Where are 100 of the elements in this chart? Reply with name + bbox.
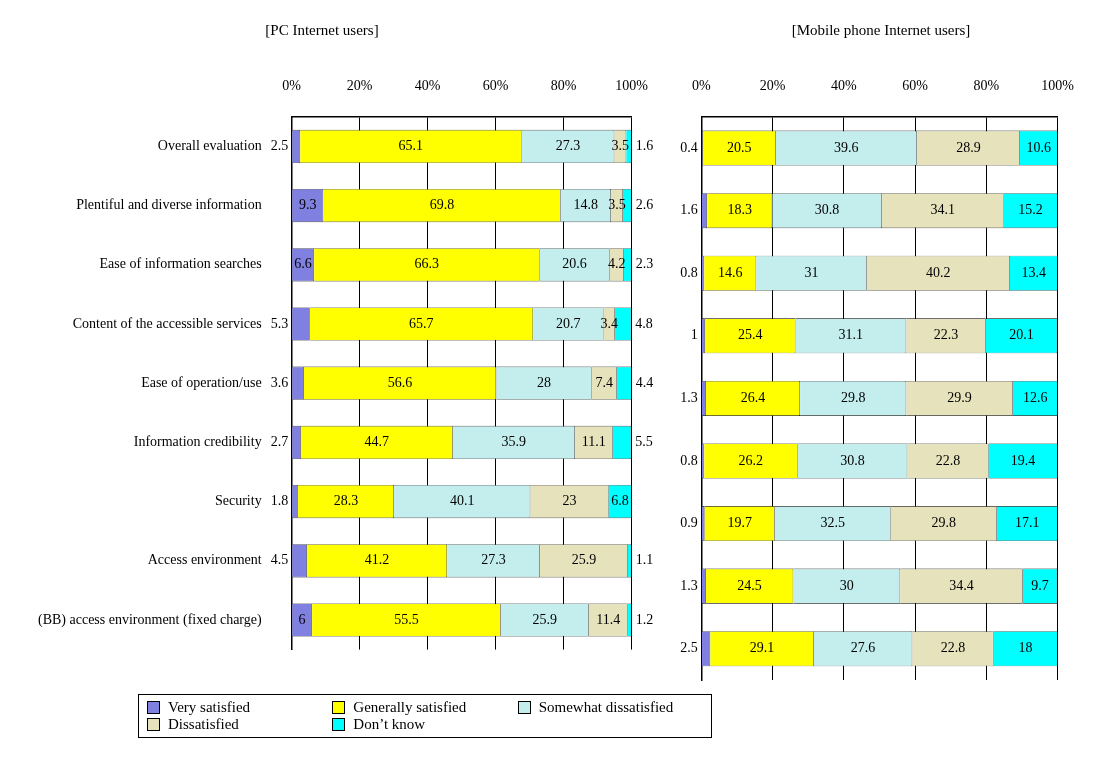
x-tick-label: 100% xyxy=(1041,78,1075,94)
data-label: 29.9 xyxy=(947,390,972,406)
data-label: 35.9 xyxy=(501,434,527,450)
data-label: 4.5 xyxy=(270,552,289,568)
data-label: 20.6 xyxy=(562,256,587,272)
data-label: 40.1 xyxy=(449,493,475,509)
data-label: 0.4 xyxy=(680,139,698,155)
data-label: 31 xyxy=(804,264,819,280)
data-label: 17.1 xyxy=(1014,515,1040,531)
data-label: 20.1 xyxy=(1009,327,1034,343)
data-label: 10.6 xyxy=(1026,139,1052,155)
data-label: 9.3 xyxy=(298,197,317,213)
data-label: 29.1 xyxy=(749,640,775,656)
data-label: 41.2 xyxy=(364,552,390,568)
data-label: 14.8 xyxy=(573,197,599,213)
data-label: 65.1 xyxy=(398,138,424,154)
legend-label: Somewhat dissatisfied xyxy=(538,699,674,716)
data-label: 19.4 xyxy=(1010,452,1036,468)
x-tick-label: 20% xyxy=(346,78,373,94)
data-label: 34.1 xyxy=(930,202,955,218)
legend-label: Dissatisfied xyxy=(168,716,239,733)
chart-title: [PC Internet users] xyxy=(265,21,379,38)
x-tick-label: 40% xyxy=(831,78,858,94)
y-tick-label: Access environment xyxy=(147,552,262,568)
data-label: 13.4 xyxy=(1021,264,1047,280)
data-label: 25.4 xyxy=(737,327,763,343)
data-label: 39.6 xyxy=(834,139,859,155)
data-label: 1 xyxy=(690,327,698,343)
data-label: 24.5 xyxy=(737,577,762,593)
data-label: 66.3 xyxy=(414,256,440,272)
data-label: 27.3 xyxy=(481,552,506,568)
data-label: 55.5 xyxy=(394,611,419,627)
data-label: 28 xyxy=(536,374,551,390)
x-tick-label: 100% xyxy=(615,78,649,94)
data-label: 6.6 xyxy=(294,256,312,272)
data-label: 0.8 xyxy=(680,452,698,468)
data-label: 1.6 xyxy=(635,138,654,154)
data-label: 27.3 xyxy=(555,138,581,154)
y-tick-label: Content of the accessible services xyxy=(72,315,262,331)
data-label: 56.6 xyxy=(387,374,413,390)
data-label: 2.6 xyxy=(635,197,654,213)
data-label: 23 xyxy=(562,493,577,509)
data-label: 18 xyxy=(1018,640,1033,656)
data-label: 6.8 xyxy=(611,493,629,509)
data-label: 4.4 xyxy=(635,374,654,390)
data-label: 2.3 xyxy=(635,256,654,272)
x-tick-label: 60% xyxy=(902,78,929,94)
data-label: 40.2 xyxy=(926,264,951,280)
data-label: 2.5 xyxy=(270,138,289,154)
x-tick-label: 40% xyxy=(414,78,441,94)
chart-title: [Mobile phone Internet users] xyxy=(791,21,971,38)
data-label: 11.4 xyxy=(596,611,621,627)
data-label: 0.9 xyxy=(680,515,698,531)
data-label: 28.3 xyxy=(333,493,359,509)
legend-label: Very satisfied xyxy=(168,699,251,716)
data-label: 44.7 xyxy=(364,434,390,450)
x-tick-label: 0% xyxy=(282,78,302,94)
y-tick-label: (BB) access environment (fixed charge) xyxy=(38,611,262,628)
data-label: 22.3 xyxy=(933,327,959,343)
data-label: 30 xyxy=(839,577,854,593)
data-label: 6 xyxy=(298,611,306,627)
x-tick-label: 20% xyxy=(759,78,786,94)
x-tick-label: 80% xyxy=(550,78,577,94)
data-label: 11.1 xyxy=(581,434,606,450)
data-label: 1.6 xyxy=(680,202,698,218)
data-label: 26.4 xyxy=(740,390,766,406)
legend-label: Generally satisfied xyxy=(353,699,467,716)
y-tick-label: Information credibility xyxy=(133,434,262,450)
data-label: 0.8 xyxy=(680,264,698,280)
y-tick-label: Overall evaluation xyxy=(157,138,262,154)
y-tick-label: Ease of information searches xyxy=(99,256,262,272)
data-label: 29.8 xyxy=(931,515,956,531)
y-tick-label: Plentiful and diverse information xyxy=(76,197,262,213)
y-tick-label: Ease of operation/use xyxy=(141,374,262,390)
data-label: 27.6 xyxy=(850,640,876,656)
data-label: 25.9 xyxy=(532,611,558,627)
data-label: 2.7 xyxy=(270,434,289,450)
y-tick-label: Security xyxy=(215,493,262,509)
data-label: 26.2 xyxy=(738,452,764,468)
legend-label: Don’t know xyxy=(353,716,426,733)
data-label: 29.8 xyxy=(840,390,866,406)
data-label: 1.1 xyxy=(635,552,654,568)
data-label: 19.7 xyxy=(727,515,752,531)
data-label: 9.7 xyxy=(1031,577,1049,593)
data-label: 1.2 xyxy=(635,611,654,627)
data-label: 5.3 xyxy=(270,315,289,331)
x-tick-label: 60% xyxy=(482,78,509,94)
data-label: 1.3 xyxy=(680,390,698,406)
data-label: 34.4 xyxy=(949,577,974,593)
x-tick-label: 0% xyxy=(692,78,711,94)
data-label: 20.7 xyxy=(556,315,581,331)
data-label: 28.9 xyxy=(956,139,981,155)
data-label: 14.6 xyxy=(717,264,743,280)
data-label: 22.8 xyxy=(935,452,961,468)
data-label: 30.8 xyxy=(840,452,865,468)
data-label: 69.8 xyxy=(429,197,455,213)
data-label: 2.5 xyxy=(680,640,698,656)
data-label: 25.9 xyxy=(571,552,597,568)
data-label: 5.5 xyxy=(635,434,653,450)
data-label: 4.8 xyxy=(635,315,653,331)
